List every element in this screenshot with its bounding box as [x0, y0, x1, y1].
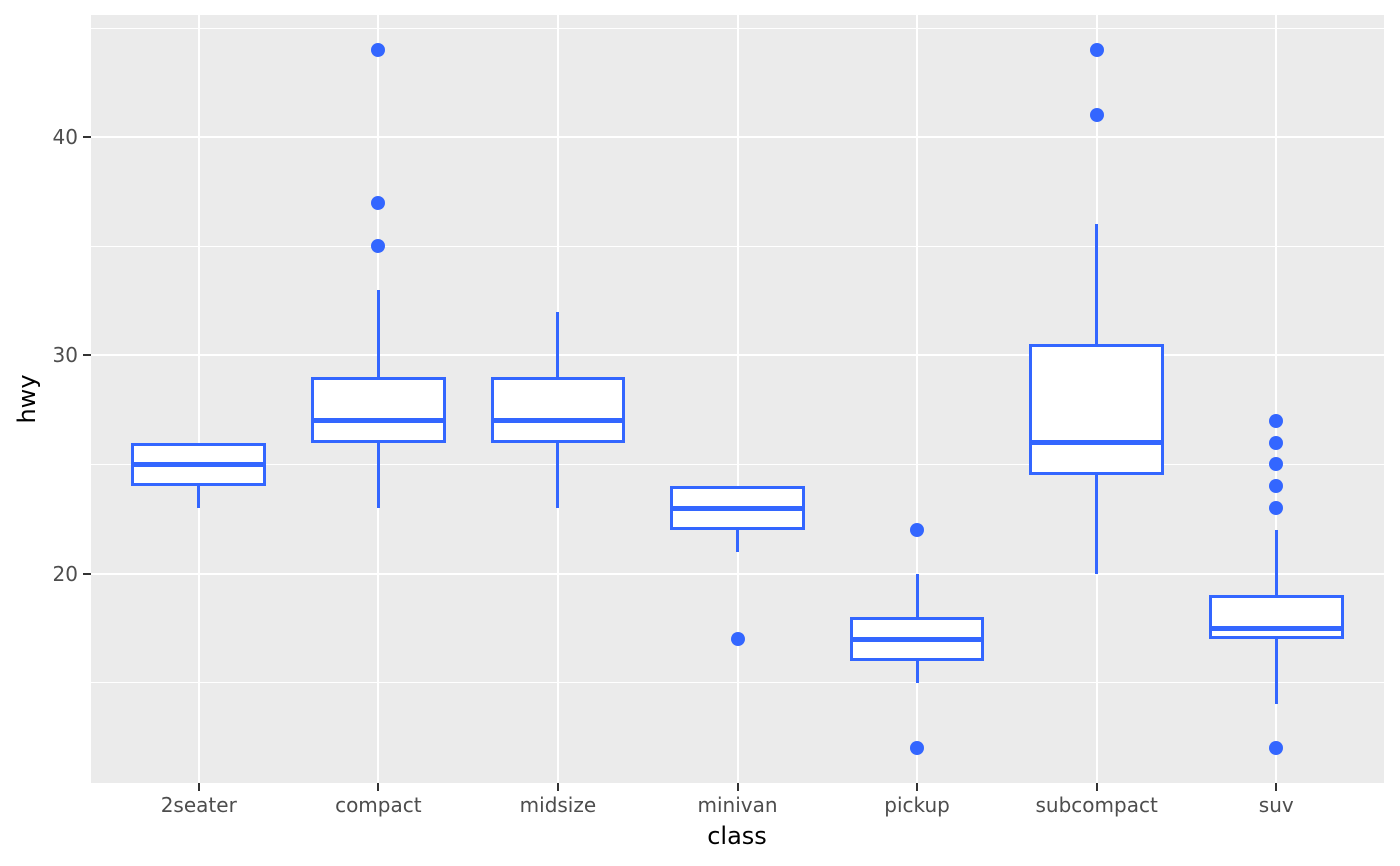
- boxplot-median: [310, 418, 446, 424]
- x-axis-tick-label: pickup: [884, 793, 950, 817]
- x-axis-tick-label: midsize: [519, 793, 597, 817]
- boxplot-box: [490, 377, 626, 443]
- panel: [91, 15, 1384, 783]
- outlier-point: [1269, 501, 1284, 516]
- x-tick-mark: [736, 783, 739, 791]
- outlier-point: [371, 195, 386, 210]
- y-axis-tick-label: 30: [52, 343, 78, 368]
- y-axis-tick-label: 40: [52, 125, 78, 150]
- x-tick-mark: [1275, 783, 1278, 791]
- boxplot-lower-whisker: [1274, 639, 1278, 705]
- x-tick-mark: [916, 783, 919, 791]
- boxplot-lower-whisker: [1095, 475, 1099, 574]
- y-axis-title: hwy: [13, 374, 41, 424]
- boxplot-box: [1029, 344, 1164, 476]
- gridline-vertical: [916, 15, 919, 783]
- boxplot-upper-whisker: [556, 311, 560, 378]
- boxplot-lower-whisker: [556, 442, 560, 509]
- boxplot-median: [1029, 440, 1164, 446]
- y-axis-tick-label: 20: [52, 561, 78, 586]
- outlier-point: [1269, 479, 1284, 494]
- x-tick-mark: [197, 783, 200, 791]
- boxplot-lower-whisker: [197, 486, 201, 509]
- x-axis-tick-label: 2seater: [160, 793, 237, 817]
- boxplot-box: [1208, 595, 1344, 639]
- outlier-point: [1269, 741, 1284, 756]
- x-tick-mark: [556, 783, 559, 791]
- boxplot-upper-whisker: [1274, 529, 1278, 596]
- x-tick-mark: [377, 783, 380, 791]
- outlier-point: [910, 522, 925, 537]
- boxplot-upper-whisker: [915, 573, 919, 618]
- boxplot-upper-whisker: [1095, 224, 1099, 345]
- x-axis-title: class: [707, 822, 767, 850]
- boxplot-lower-whisker: [376, 442, 380, 509]
- outlier-point: [730, 632, 745, 646]
- x-tick-mark: [1095, 783, 1098, 791]
- x-axis-tick-label: suv: [1258, 793, 1294, 817]
- outlier-point: [1269, 457, 1284, 472]
- boxplot-lower-whisker: [736, 529, 739, 552]
- boxplot-box: [310, 377, 446, 443]
- boxplot-median: [490, 418, 626, 424]
- x-axis-tick-label: compact: [335, 793, 422, 817]
- gridline-vertical: [197, 15, 200, 783]
- gridline-vertical: [1275, 15, 1278, 783]
- boxplot-lower-whisker: [915, 660, 919, 683]
- y-tick-mark: [83, 572, 91, 575]
- y-tick-mark: [83, 136, 91, 139]
- y-tick-mark: [83, 354, 91, 357]
- outlier-point: [1269, 413, 1284, 428]
- outlier-point: [1269, 435, 1284, 450]
- outlier-point: [1089, 108, 1104, 123]
- outlier-point: [1089, 42, 1104, 57]
- outlier-point: [371, 239, 386, 254]
- boxplot-median: [131, 461, 267, 467]
- outlier-point: [371, 42, 386, 57]
- boxplot-median: [1208, 625, 1344, 631]
- boxplot-median: [670, 505, 805, 511]
- outlier-point: [910, 741, 925, 756]
- gridline-vertical: [736, 15, 739, 783]
- boxplot-upper-whisker: [376, 289, 380, 378]
- x-axis-tick-label: minivan: [697, 793, 778, 817]
- x-axis-tick-label: subcompact: [1035, 793, 1158, 817]
- boxplot-median: [849, 636, 985, 642]
